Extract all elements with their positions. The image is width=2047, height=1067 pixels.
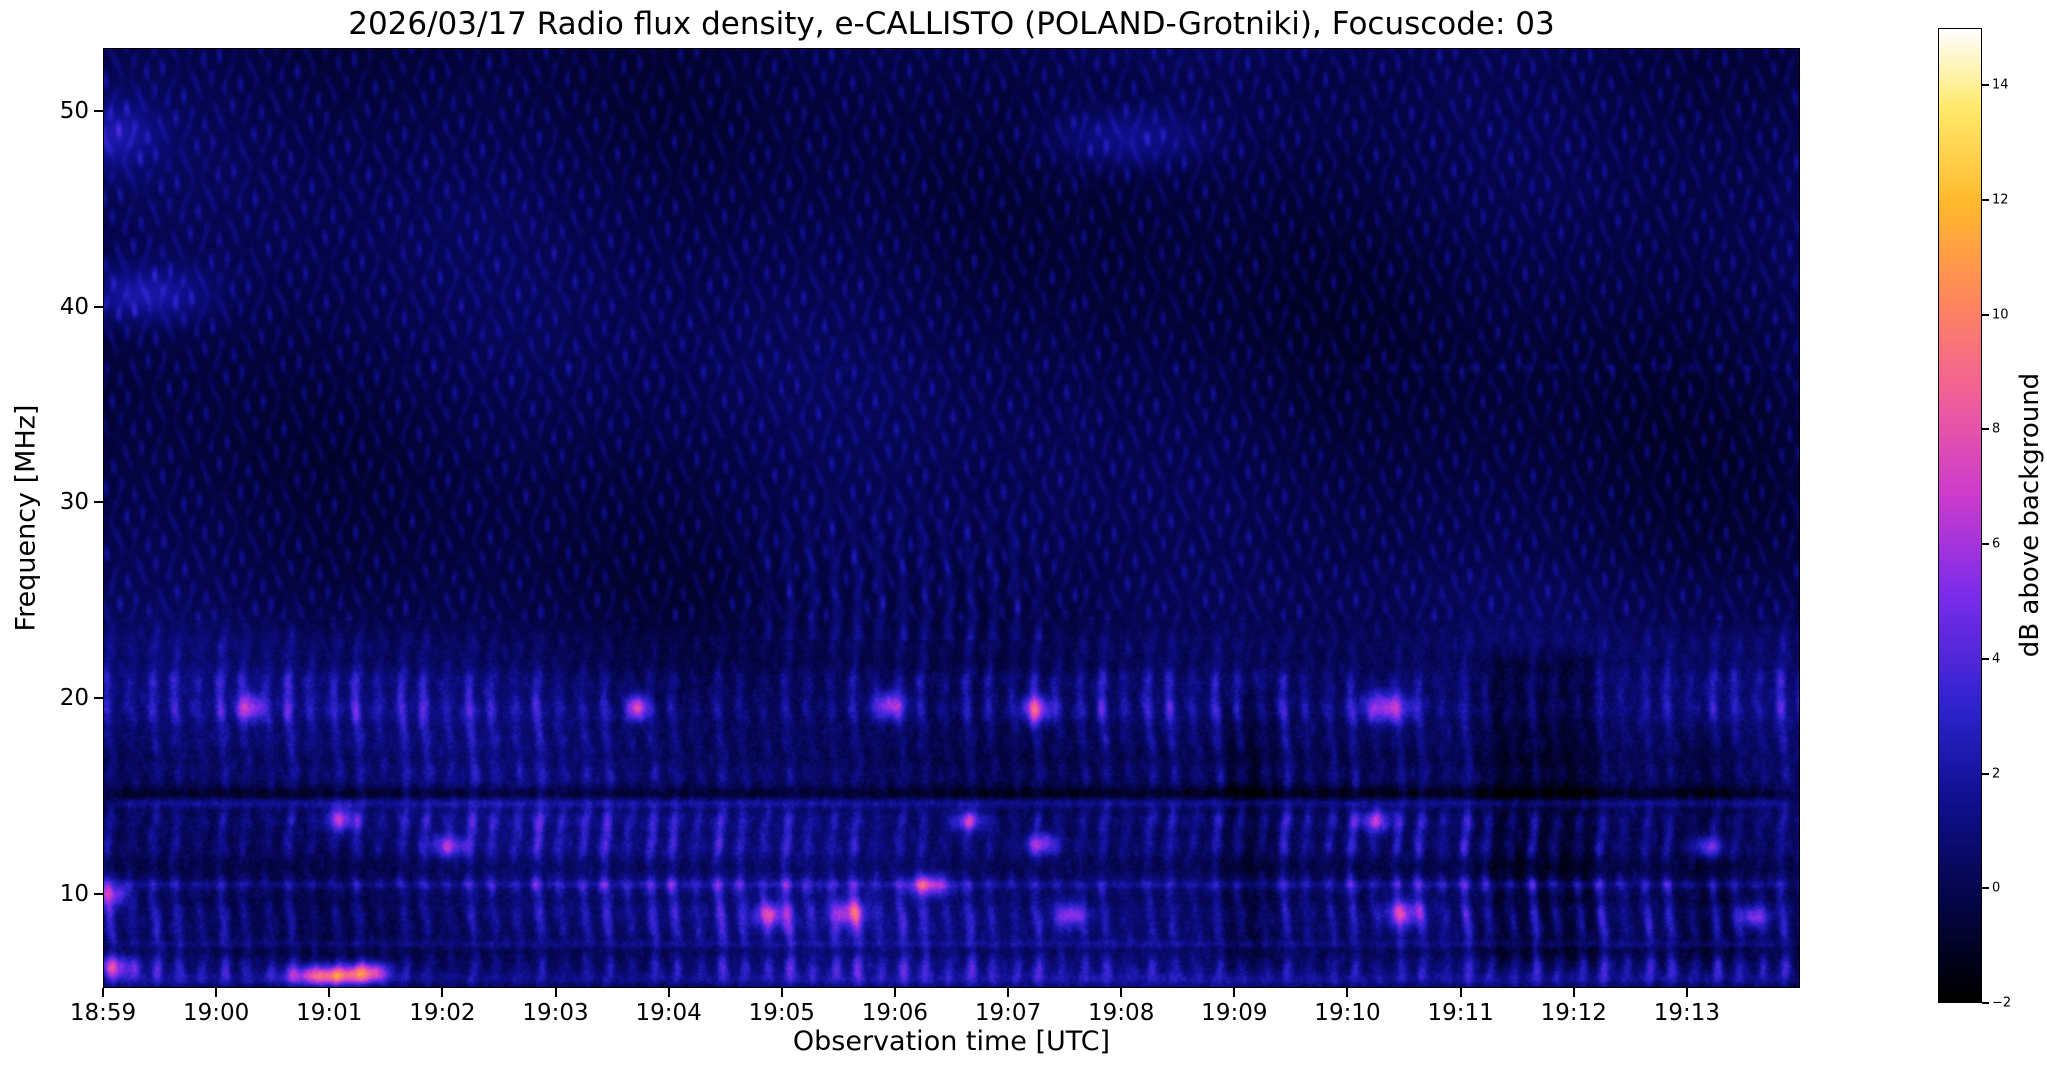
x-tick-mark xyxy=(1459,988,1462,997)
colorbar-label: dB above background xyxy=(2015,372,2045,658)
y-tick-mark xyxy=(94,501,103,504)
x-tick-label: 19:00 xyxy=(182,1000,250,1026)
x-tick-label: 19:13 xyxy=(1653,1000,1721,1026)
colorbar xyxy=(1938,28,1982,1003)
colorbar-tick-mark xyxy=(1982,657,1989,660)
y-tick-mark xyxy=(94,305,103,308)
x-tick-label: 19:08 xyxy=(1088,1000,1155,1026)
x-tick-label: 19:03 xyxy=(522,1000,589,1026)
x-tick-label: 19:05 xyxy=(748,1000,815,1026)
colorbar-tick-mark xyxy=(1982,772,1989,775)
x-tick-mark xyxy=(893,988,896,997)
colorbar-tick-mark xyxy=(1982,84,1989,87)
x-tick-mark xyxy=(441,988,444,997)
y-tick-label: 40 xyxy=(59,293,89,320)
x-tick-mark xyxy=(1120,988,1123,997)
y-tick-label: 30 xyxy=(59,489,89,516)
colorbar-tick-label: 8 xyxy=(1992,421,2001,437)
y-axis-label: Frequency [MHz] xyxy=(10,404,42,632)
x-tick-label: 19:12 xyxy=(1540,1000,1607,1026)
colorbar-tick-mark xyxy=(1982,1002,1989,1004)
colorbar-tick-label: 14 xyxy=(1992,77,2009,93)
x-tick-mark xyxy=(1346,988,1349,997)
y-tick-mark xyxy=(94,893,103,895)
x-tick-mark xyxy=(1233,988,1236,997)
colorbar-tick-mark xyxy=(1982,428,1989,431)
colorbar-tick-mark xyxy=(1982,887,1989,890)
y-tick-mark xyxy=(94,697,103,700)
colorbar-tick-label: 10 xyxy=(1992,307,2009,323)
spectrogram-heatmap xyxy=(104,49,1799,987)
x-tick-label: 19:02 xyxy=(409,1000,476,1026)
x-tick-label: 19:04 xyxy=(635,1000,702,1026)
colorbar-tick-mark xyxy=(1982,543,1989,546)
plot-area xyxy=(103,48,1800,988)
colorbar-tick-label: −2 xyxy=(1992,995,2012,1011)
y-tick-label: 20 xyxy=(59,685,89,712)
x-tick-label: 19:10 xyxy=(1314,1000,1381,1026)
colorbar-tick-mark xyxy=(1982,313,1989,316)
x-tick-mark xyxy=(215,988,218,997)
colorbar-tick-label: 0 xyxy=(1992,880,2001,896)
x-tick-mark xyxy=(102,988,104,997)
x-tick-mark xyxy=(667,988,670,997)
y-tick-label: 50 xyxy=(59,97,89,124)
colorbar-gradient xyxy=(1939,29,1981,1002)
x-tick-mark xyxy=(780,988,783,997)
colorbar-tick-label: 6 xyxy=(1992,536,2001,552)
chart-title: 2026/03/17 Radio flux density, e-CALLIST… xyxy=(348,6,1555,42)
x-tick-mark xyxy=(1685,988,1688,997)
x-tick-mark xyxy=(1007,988,1010,997)
y-tick-mark xyxy=(94,109,103,112)
colorbar-tick-label: 12 xyxy=(1992,192,2009,208)
colorbar-tick-label: 2 xyxy=(1992,766,2001,782)
x-tick-label: 19:01 xyxy=(296,1000,363,1026)
x-tick-label: 19:11 xyxy=(1427,1000,1494,1026)
x-axis-label: Observation time [UTC] xyxy=(792,1026,1111,1057)
x-tick-mark xyxy=(328,988,331,997)
colorbar-tick-label: 4 xyxy=(1992,651,2001,667)
x-tick-mark xyxy=(1572,988,1575,997)
x-tick-label: 18:59 xyxy=(69,1000,137,1026)
x-tick-mark xyxy=(554,988,557,997)
x-tick-label: 19:09 xyxy=(1201,1000,1268,1026)
colorbar-tick-mark xyxy=(1982,199,1989,202)
x-tick-label: 19:06 xyxy=(861,1000,929,1026)
y-tick-label: 10 xyxy=(59,881,89,907)
x-tick-label: 19:07 xyxy=(974,1000,1042,1026)
